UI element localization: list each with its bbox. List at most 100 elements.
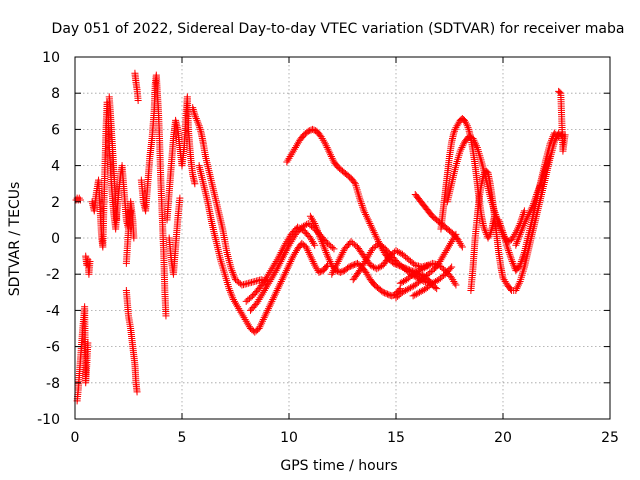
data-point	[498, 227, 506, 235]
data-point	[543, 162, 551, 170]
data-point	[555, 133, 563, 141]
data-point	[133, 388, 141, 396]
data-point	[358, 201, 366, 209]
data-point	[425, 261, 433, 269]
data-point	[75, 194, 83, 202]
data-point	[272, 258, 280, 266]
data-point	[484, 234, 492, 242]
data-point	[270, 292, 278, 300]
data-point	[348, 262, 356, 270]
data-point	[365, 218, 373, 226]
data-point	[284, 156, 292, 164]
y-tick-label: -2	[46, 267, 60, 283]
y-axis-label: SDTVAR / TECUs	[7, 182, 23, 297]
data-point	[317, 133, 325, 141]
data-point	[280, 272, 288, 280]
data-point	[513, 239, 521, 247]
data-point	[282, 268, 290, 276]
data-point	[394, 248, 402, 256]
data-point	[236, 306, 244, 314]
data-point	[450, 277, 458, 285]
data-point	[235, 305, 243, 313]
data-point	[279, 245, 287, 253]
data-point	[312, 223, 320, 231]
data-point	[472, 142, 480, 150]
data-point	[297, 225, 305, 233]
data-point	[503, 243, 511, 251]
data-point	[515, 232, 523, 240]
data-point	[338, 250, 346, 258]
data-point	[306, 234, 314, 242]
data-point	[192, 115, 200, 123]
data-point	[433, 285, 441, 293]
data-point	[545, 154, 553, 162]
data-point	[275, 252, 283, 260]
data-point	[309, 238, 317, 246]
data-point	[255, 325, 263, 332]
data-point	[319, 241, 327, 249]
data-point	[264, 305, 272, 313]
data-point	[306, 252, 314, 260]
data-point	[452, 124, 460, 132]
data-point	[284, 236, 292, 244]
data-point	[313, 225, 321, 233]
series-arc-13	[195, 162, 332, 336]
data-point	[509, 234, 517, 242]
data-point	[534, 187, 542, 195]
data-point	[508, 236, 516, 244]
data-point	[258, 317, 266, 325]
data-point	[334, 258, 342, 266]
data-point	[321, 247, 329, 255]
data-point	[267, 267, 275, 275]
data-point	[515, 263, 523, 271]
data-point	[542, 163, 550, 171]
data-point	[469, 134, 477, 142]
data-point	[289, 147, 297, 155]
data-point	[264, 272, 272, 280]
data-point	[243, 319, 251, 327]
data-point	[409, 292, 417, 300]
data-point	[371, 230, 379, 238]
data-point	[264, 281, 272, 289]
data-point	[233, 301, 241, 309]
data-point	[309, 216, 317, 224]
data-point	[283, 265, 291, 273]
data-point	[326, 258, 334, 266]
data-point	[328, 244, 336, 252]
data-point	[458, 144, 466, 151]
data-point	[314, 229, 322, 237]
data-point	[495, 216, 503, 224]
data-point	[535, 183, 543, 191]
data-point	[459, 142, 467, 150]
data-point	[366, 220, 374, 228]
data-point	[439, 252, 447, 260]
data-point	[450, 129, 458, 137]
data-point	[255, 296, 263, 304]
data-point	[318, 238, 326, 246]
data-point	[505, 247, 513, 255]
series-arc-22	[409, 263, 456, 300]
data-point	[442, 247, 450, 255]
data-point	[362, 268, 370, 276]
y-tick-label: -6	[46, 340, 60, 356]
data-point	[374, 264, 382, 272]
data-point	[526, 209, 534, 217]
data-point	[130, 234, 138, 242]
data-point	[330, 267, 338, 275]
data-point	[350, 178, 358, 186]
data-point	[320, 138, 328, 146]
data-point	[368, 262, 376, 270]
data-point	[516, 230, 524, 238]
data-point	[512, 286, 520, 294]
data-point	[274, 254, 282, 262]
data-point	[285, 261, 293, 269]
data-point	[291, 144, 299, 151]
data-point	[373, 265, 381, 273]
x-tick-label: 25	[601, 430, 619, 446]
data-point	[522, 216, 530, 224]
data-point	[240, 314, 248, 322]
data-point	[362, 256, 370, 264]
series-arc-8	[131, 69, 142, 104]
data-point	[500, 276, 508, 284]
data-point	[258, 319, 266, 327]
